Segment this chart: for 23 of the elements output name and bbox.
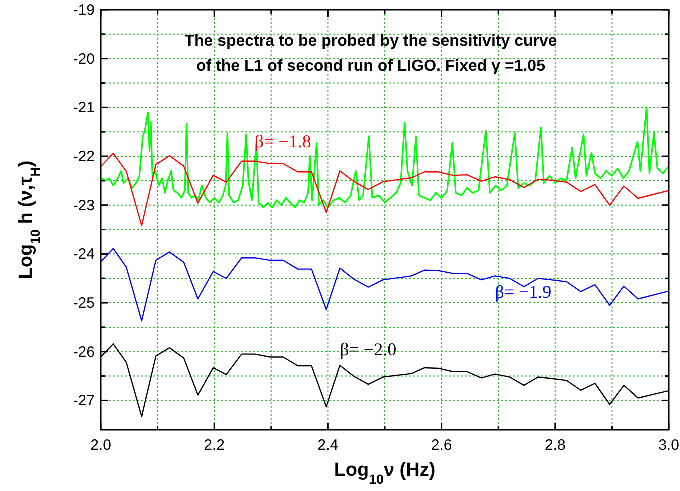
y-tick-label: -23 <box>73 197 95 214</box>
line-series <box>101 152 669 226</box>
y-tick-label: -22 <box>73 148 95 166</box>
x-tick-label: 3.0 <box>658 437 680 454</box>
text: The spectra to be probed by the sensitivity curve of the L1 of second run of LIGO. Fixed γ =1.05 <box>184 33 558 75</box>
y-tick-label: -19 <box>73 2 95 19</box>
line-series <box>101 248 669 322</box>
y-tick-label: -21 <box>73 100 95 117</box>
y-tick-label: -20 <box>73 50 95 68</box>
y-tick-label: -24 <box>73 246 95 264</box>
annotation: β= −2.0 <box>340 340 397 360</box>
y-tick-label: -27 <box>73 392 95 410</box>
x-tick-label: 2.8 <box>544 437 566 454</box>
annotation: β= −1.9 <box>495 282 552 302</box>
x-tick-label: 2.0 <box>90 437 112 454</box>
line-series <box>101 106 669 209</box>
y-tick-label: -26 <box>73 344 95 361</box>
x-tick-label: 2.2 <box>204 437 226 454</box>
x-tick-label: 2.6 <box>431 437 452 454</box>
annotation: β= −1.8 <box>254 131 312 152</box>
x-tick-label: 2.4 <box>318 437 339 454</box>
y-tick-label: -25 <box>73 295 95 312</box>
x-axis-title: Log$_{10}$ν (Hz) <box>334 460 436 486</box>
